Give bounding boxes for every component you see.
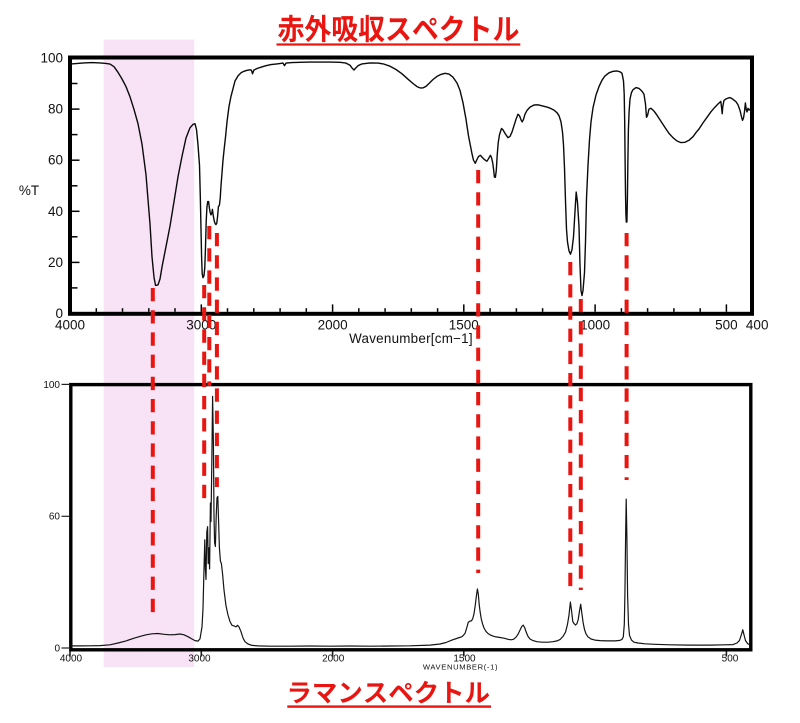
svg-text:3000: 3000 (188, 654, 211, 665)
svg-text:0: 0 (54, 643, 60, 654)
svg-text:WAVENUMBER(-1): WAVENUMBER(-1) (423, 662, 498, 671)
svg-text:2000: 2000 (318, 318, 348, 333)
svg-text:4000: 4000 (55, 318, 85, 333)
svg-text:500: 500 (715, 318, 738, 333)
svg-text:2000: 2000 (322, 654, 345, 665)
svg-text:%T: %T (19, 183, 39, 198)
svg-text:60: 60 (49, 512, 61, 523)
svg-text:100: 100 (43, 380, 60, 391)
svg-text:100: 100 (40, 51, 63, 66)
svg-text:Wavenumber[cm−1]: Wavenumber[cm−1] (349, 331, 473, 346)
svg-text:400: 400 (746, 318, 769, 333)
svg-text:4000: 4000 (60, 654, 83, 665)
svg-text:3000: 3000 (186, 318, 216, 333)
svg-text:60: 60 (48, 153, 63, 168)
svg-text:0: 0 (55, 306, 63, 321)
svg-text:500: 500 (722, 654, 739, 665)
svg-text:20: 20 (48, 255, 63, 270)
svg-text:80: 80 (48, 102, 63, 117)
svg-text:40: 40 (48, 204, 63, 219)
svg-text:1500: 1500 (453, 654, 476, 665)
svg-text:1000: 1000 (580, 318, 610, 333)
svg-text:1500: 1500 (449, 318, 479, 333)
